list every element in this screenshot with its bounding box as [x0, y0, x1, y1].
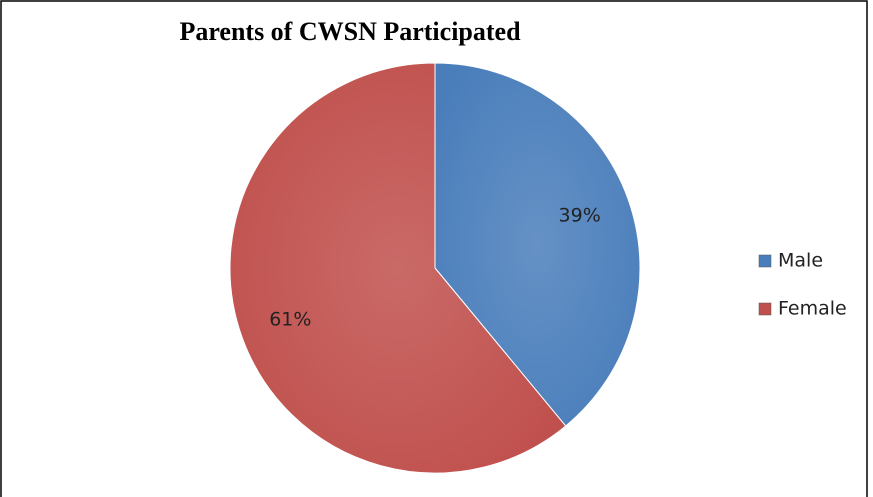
data-label: 61%: [269, 309, 311, 331]
pie-slice: [229, 62, 567, 474]
legend-swatch: [758, 302, 772, 316]
data-label: 39%: [559, 204, 601, 226]
legend-label: Male: [778, 250, 823, 272]
pie-slice: [434, 62, 641, 427]
legend-swatch: [758, 254, 772, 268]
legend-label: Female: [778, 298, 847, 320]
chart-title: Parents of CWSN Participated: [179, 17, 521, 46]
